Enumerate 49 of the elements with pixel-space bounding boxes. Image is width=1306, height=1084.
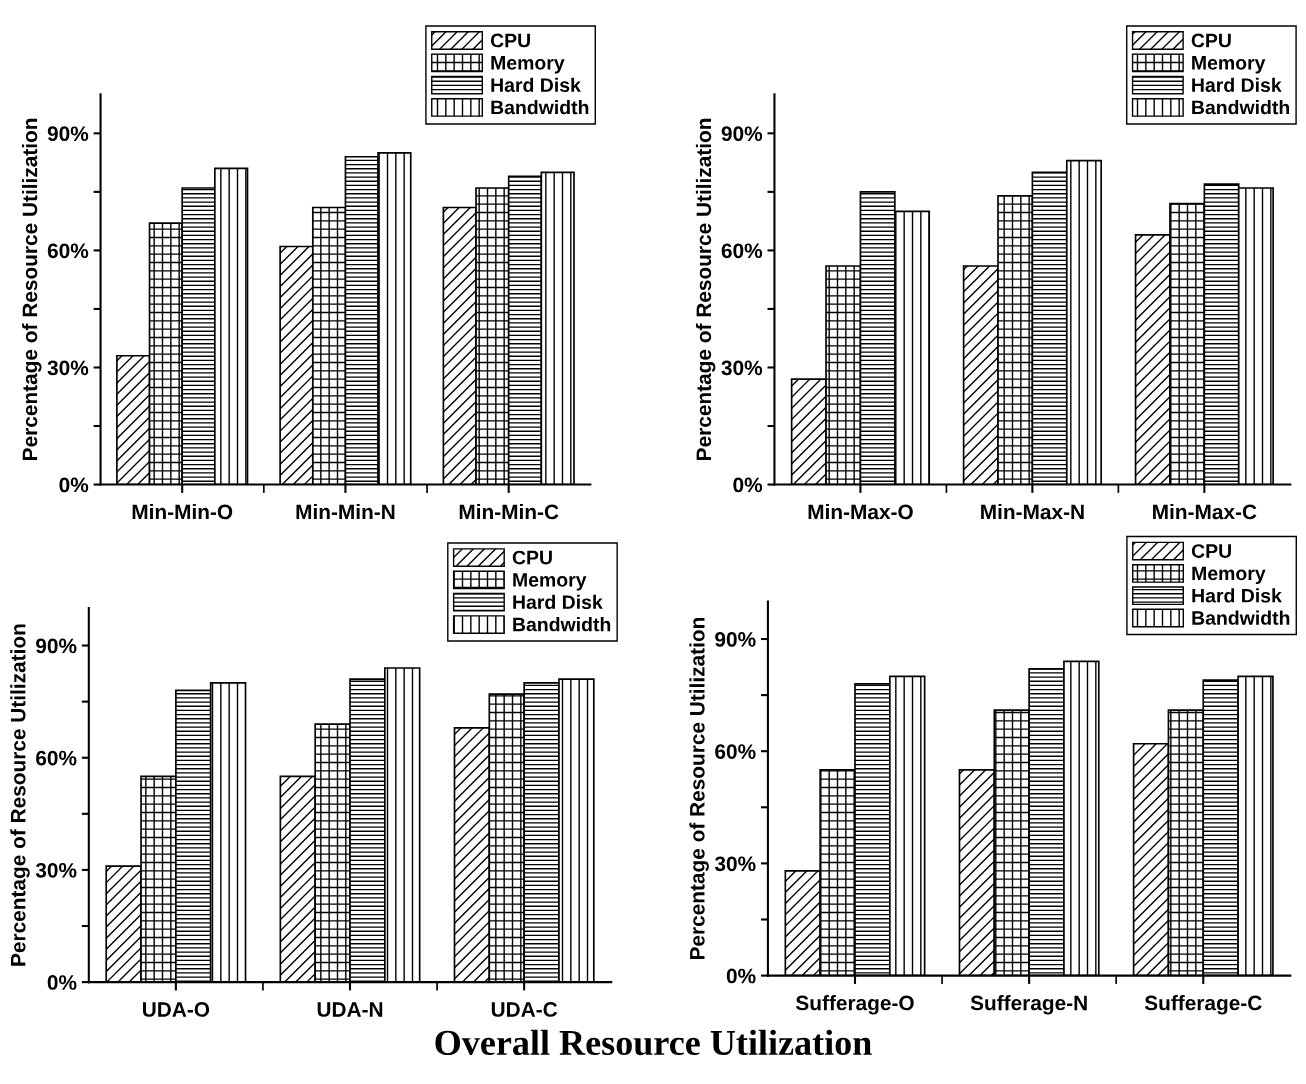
legend-label: Hard Disk — [513, 594, 603, 610]
legend-label: Hard Disk — [1192, 77, 1282, 92]
legend-label: Bandwidth — [491, 100, 589, 115]
y-tick-label: 30% — [721, 360, 763, 376]
y-tick-label: 60% — [721, 243, 763, 259]
legend-label: CPU — [1191, 544, 1231, 558]
y-tick-label: 0% — [59, 477, 89, 493]
y-tick-label: 90% — [36, 638, 77, 654]
legend-label: CPU — [1191, 33, 1231, 48]
y-tick-label: 90% — [47, 126, 89, 142]
legend-label: CPU — [512, 550, 552, 565]
y-tick-label: 90% — [715, 632, 756, 647]
legend-label: Bandwidth — [1192, 610, 1290, 625]
legend-label: Bandwidth — [513, 617, 611, 632]
x-tick-label: Min-Max-O — [808, 503, 913, 520]
x-tick-label: Min-Max-C — [1153, 503, 1257, 520]
legend-label: Hard Disk — [491, 77, 581, 92]
y-axis-title: Percentage of Resource Utilization — [10, 624, 30, 966]
legend-label: Memory — [1192, 566, 1266, 585]
x-tick-label: Min-Min-C — [459, 503, 559, 520]
x-tick-label: Sufferage-O — [795, 995, 914, 1015]
y-tick-label: 60% — [715, 744, 756, 759]
y-tick-label: 60% — [36, 750, 77, 766]
y-tick-label: 90% — [721, 126, 763, 142]
y-tick-label: 0% — [726, 968, 756, 984]
y-tick-label: 60% — [47, 243, 89, 259]
y-tick-label: 0% — [47, 975, 77, 990]
y-tick-label: 30% — [35, 862, 77, 878]
x-tick-label: Min-Max-N — [981, 503, 1084, 520]
x-tick-label: UDA-N — [317, 1002, 383, 1017]
y-tick-label: 30% — [47, 360, 89, 376]
y-axis-title: Percentage of Resource Utilization — [21, 118, 42, 460]
legend-label: Hard Disk — [1192, 588, 1282, 603]
legend-label: Memory — [513, 573, 587, 591]
legend-label: Memory — [1192, 56, 1266, 74]
text: Overall Resource Utilization — [435, 1029, 872, 1056]
y-axis-title: Percentage of Resource Utilization — [689, 617, 709, 960]
x-tick-label: Sufferage-C — [1144, 995, 1262, 1015]
x-tick-label: Sufferage-N — [970, 995, 1087, 1015]
legend-label: Memory — [491, 56, 565, 74]
legend-label: Bandwidth — [1192, 100, 1290, 115]
x-tick-label: Min-Min-O — [132, 503, 233, 520]
y-tick-label: 30% — [714, 856, 756, 872]
legend-label: CPU — [490, 33, 530, 48]
x-tick-label: UDA-C — [491, 1002, 558, 1017]
y-axis-title: Percentage of Resource Utilization — [695, 118, 716, 460]
y-tick-label: 0% — [733, 477, 763, 493]
x-tick-label: Min-Min-N — [296, 503, 395, 520]
x-tick-label: UDA-O — [142, 1002, 210, 1017]
